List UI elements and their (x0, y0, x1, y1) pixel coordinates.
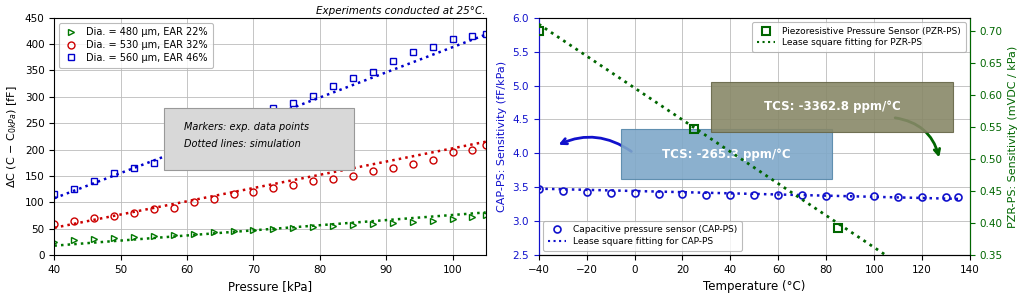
Dia. = 530 μm, EAR 32% (367, 169, 379, 173)
Dia. = 480 μm, EAR 22% (108, 237, 120, 240)
Text: Markers: exp. data points: Markers: exp. data points (183, 122, 309, 132)
Dia. = 560 μm, EAR 46% (367, 70, 379, 73)
FancyBboxPatch shape (621, 129, 833, 179)
Dia. = 480 μm, EAR 22% (307, 225, 319, 229)
Dia. = 480 μm, EAR 22% (347, 223, 359, 227)
Dia. = 560 μm, EAR 46% (426, 45, 438, 48)
Dia. = 480 μm, EAR 22% (367, 222, 379, 226)
Dia. = 480 μm, EAR 22% (387, 221, 399, 225)
Line: Dia. = 560 μm, EAR 46%: Dia. = 560 μm, EAR 46% (51, 30, 489, 198)
X-axis label: Pressure [kPa]: Pressure [kPa] (228, 280, 312, 293)
Dia. = 530 μm, EAR 32% (187, 201, 200, 204)
Dia. = 480 μm, EAR 22% (287, 226, 299, 230)
Legend: Capacitive pressure sensor (CAP-PS), Lease square fitting for CAP-PS: Capacitive pressure sensor (CAP-PS), Lea… (544, 221, 741, 251)
Legend: Dia. = 480 μm, EAR 22%, Dia. = 530 μm, EAR 32%, Dia. = 560 μm, EAR 46%: Dia. = 480 μm, EAR 22%, Dia. = 530 μm, E… (59, 23, 213, 68)
Dia. = 480 μm, EAR 22% (466, 215, 478, 219)
Dia. = 480 μm, EAR 22% (227, 230, 240, 233)
Dia. = 560 μm, EAR 46% (168, 156, 180, 159)
Dia. = 480 μm, EAR 22% (88, 237, 100, 241)
Dia. = 480 μm, EAR 22% (327, 224, 339, 228)
Dia. = 480 μm, EAR 22% (407, 220, 419, 224)
Dia. = 560 μm, EAR 46% (446, 37, 459, 41)
Dia. = 530 μm, EAR 32% (128, 211, 140, 215)
Dia. = 480 μm, EAR 22% (187, 232, 200, 236)
Dia. = 480 μm, EAR 22% (446, 217, 459, 221)
Dia. = 560 μm, EAR 46% (466, 34, 478, 38)
Y-axis label: PZR-PS: Sensitivity (mVDC / kPa): PZR-PS: Sensitivity (mVDC / kPa) (1009, 45, 1019, 228)
Dia. = 480 μm, EAR 22% (248, 228, 260, 232)
Dia. = 480 μm, EAR 22% (147, 234, 160, 238)
Dia. = 480 μm, EAR 22% (48, 240, 60, 244)
Text: TCS: -265.3 ppm/°C: TCS: -265.3 ppm/°C (663, 148, 791, 161)
Y-axis label: $\Delta$C (C $-$ C$_{0kPa}$) [fF]: $\Delta$C (C $-$ C$_{0kPa}$) [fF] (5, 85, 19, 188)
Dia. = 560 μm, EAR 46% (387, 59, 399, 63)
Dia. = 530 μm, EAR 32% (307, 179, 319, 183)
Dia. = 480 μm, EAR 22% (267, 228, 280, 231)
Text: Experiments conducted at 25°C.: Experiments conducted at 25°C. (316, 6, 485, 16)
Dia. = 560 μm, EAR 46% (128, 166, 140, 170)
Dia. = 480 μm, EAR 22% (208, 231, 220, 234)
Dia. = 530 μm, EAR 32% (208, 197, 220, 201)
Dia. = 530 μm, EAR 32% (227, 193, 240, 196)
Dia. = 530 μm, EAR 32% (168, 206, 180, 210)
Dia. = 560 μm, EAR 46% (108, 172, 120, 175)
Dia. = 560 μm, EAR 46% (227, 127, 240, 130)
Dia. = 530 μm, EAR 32% (48, 222, 60, 225)
Dia. = 480 μm, EAR 22% (69, 239, 81, 242)
Dia. = 530 μm, EAR 32% (407, 163, 419, 166)
Dia. = 480 μm, EAR 22% (128, 235, 140, 239)
Dia. = 560 μm, EAR 46% (307, 94, 319, 97)
Text: TCS: -3362.8 ppm/°C: TCS: -3362.8 ppm/°C (764, 100, 900, 113)
Dia. = 560 μm, EAR 46% (88, 179, 100, 183)
Dia. = 560 μm, EAR 46% (347, 77, 359, 80)
Dia. = 530 μm, EAR 32% (287, 183, 299, 187)
Dia. = 530 μm, EAR 32% (108, 214, 120, 217)
Dia. = 530 μm, EAR 32% (248, 190, 260, 194)
Dia. = 560 μm, EAR 46% (69, 187, 81, 191)
X-axis label: Temperature (°C): Temperature (°C) (703, 280, 806, 293)
Legend: Piezoresistive Pressure Sensor (PZR-PS), Lease square fitting for PZR-PS: Piezoresistive Pressure Sensor (PZR-PS),… (753, 22, 966, 52)
Dia. = 530 μm, EAR 32% (88, 216, 100, 220)
Dia. = 560 μm, EAR 46% (248, 117, 260, 121)
Dia. = 560 μm, EAR 46% (287, 101, 299, 105)
Dia. = 530 μm, EAR 32% (387, 166, 399, 170)
Dia. = 530 μm, EAR 32% (426, 158, 438, 162)
Line: Dia. = 530 μm, EAR 32%: Dia. = 530 μm, EAR 32% (51, 142, 489, 227)
Dia. = 480 μm, EAR 22% (426, 219, 438, 223)
Dia. = 530 μm, EAR 32% (479, 144, 492, 147)
Dia. = 530 μm, EAR 32% (466, 148, 478, 151)
Dia. = 560 μm, EAR 46% (187, 145, 200, 149)
Text: Dotted lines: simulation: Dotted lines: simulation (183, 139, 300, 149)
FancyBboxPatch shape (165, 108, 354, 170)
Dia. = 560 μm, EAR 46% (327, 85, 339, 88)
Dia. = 560 μm, EAR 46% (479, 32, 492, 35)
Dia. = 560 μm, EAR 46% (267, 107, 280, 110)
Dia. = 530 μm, EAR 32% (327, 177, 339, 181)
Dia. = 560 μm, EAR 46% (48, 193, 60, 196)
Dia. = 480 μm, EAR 22% (479, 213, 492, 217)
Dia. = 560 μm, EAR 46% (208, 137, 220, 141)
FancyBboxPatch shape (712, 82, 952, 132)
Dia. = 530 μm, EAR 32% (147, 208, 160, 211)
Line: Dia. = 480 μm, EAR 22%: Dia. = 480 μm, EAR 22% (51, 212, 488, 245)
Y-axis label: CAP-PS: Sensitivity (fF/kPa): CAP-PS: Sensitivity (fF/kPa) (497, 61, 507, 212)
Dia. = 530 μm, EAR 32% (267, 186, 280, 190)
Dia. = 530 μm, EAR 32% (347, 174, 359, 178)
Dia. = 530 μm, EAR 32% (446, 150, 459, 154)
Dia. = 560 μm, EAR 46% (147, 161, 160, 165)
Dia. = 530 μm, EAR 32% (69, 219, 81, 223)
Dia. = 560 μm, EAR 46% (407, 50, 419, 54)
Dia. = 480 μm, EAR 22% (168, 233, 180, 237)
